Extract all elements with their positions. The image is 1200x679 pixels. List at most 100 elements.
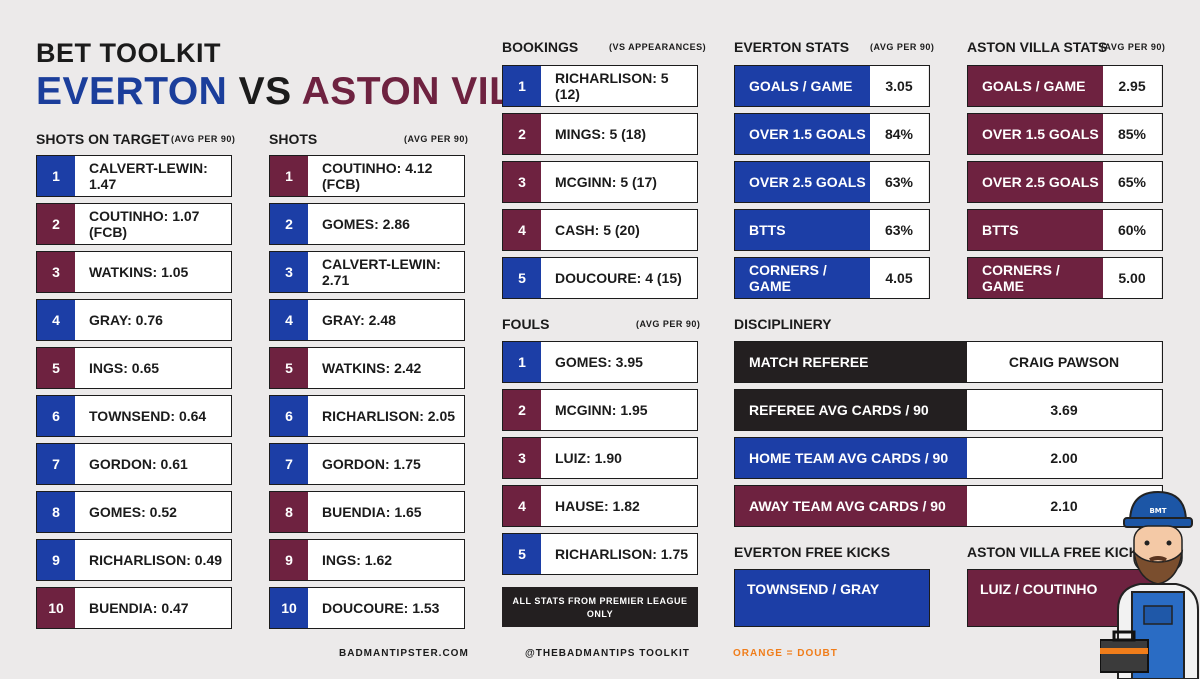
player-stat-label: GOMES: 0.52 (89, 504, 177, 520)
rank-number: 1 (37, 156, 75, 196)
everton_stats-row: OVER 2.5 GOALS 63% (734, 161, 930, 203)
player-stat-label: HAUSE: 1.82 (555, 498, 640, 514)
shots-on-target-title: SHOTS ON TARGET (36, 131, 170, 147)
fouls-title: FOULS (502, 316, 550, 332)
player-stat-label: BUENDIA: 1.65 (322, 504, 422, 520)
shots-on-target-list: 1 CALVERT-LEWIN: 1.47 2 COUTINHO: 1.07 (FCB… (36, 155, 232, 635)
stat-value: 60% (1103, 210, 1161, 250)
sot-row: 2 COUTINHO: 1.07 (FCB) (36, 203, 232, 245)
rank-number: 5 (37, 348, 75, 388)
player-stat-label: GORDON: 0.61 (89, 456, 188, 472)
rank-number: 3 (270, 252, 308, 292)
rank-number: 5 (503, 258, 541, 298)
everton_stats-row: CORNERS / GAME 4.05 (734, 257, 930, 299)
villa-stats-list: GOALS / GAME 2.95 OVER 1.5 GOALS 85% OVER 2.… (967, 65, 1163, 305)
rank-number: 8 (37, 492, 75, 532)
stat-value: 3.05 (870, 66, 928, 106)
shots-row: 10 DOUCOURE: 1.53 (269, 587, 465, 629)
shots-row: 5 WATKINS: 2.42 (269, 347, 465, 389)
player-stat-label: GRAY: 2.48 (322, 312, 396, 328)
match-title: EVERTON VS ASTON VILLA (36, 70, 566, 114)
villa_stats-row: OVER 2.5 GOALS 65% (967, 161, 1163, 203)
villa-stats-subtitle: (AVG PER 90) (1101, 42, 1166, 52)
player-stat-label: CASH: 5 (20) (555, 222, 640, 238)
fouls-row: 4 HAUSE: 1.82 (502, 485, 698, 527)
rank-number: 10 (37, 588, 75, 628)
sot-row: 1 CALVERT-LEWIN: 1.47 (36, 155, 232, 197)
player-stat-label: MINGS: 5 (18) (555, 126, 647, 142)
sot-row: 3 WATKINS: 1.05 (36, 251, 232, 293)
sot-row: 5 INGS: 0.65 (36, 347, 232, 389)
stat-value: 63% (870, 162, 928, 202)
shots-row: 9 INGS: 1.62 (269, 539, 465, 581)
bookings-row: 4 CASH: 5 (20) (502, 209, 698, 251)
player-stat-label: COUTINHO: 1.07 (FCB) (89, 208, 200, 240)
player-stat-label: GRAY: 0.76 (89, 312, 163, 328)
fouls-row: 1 GOMES: 3.95 (502, 341, 698, 383)
everton-free-kicks-value: TOWNSEND / GRAY (747, 581, 880, 597)
rank-number: 8 (270, 492, 308, 532)
sot-row: 7 GORDON: 0.61 (36, 443, 232, 485)
player-stat-label: MCGINN: 1.95 (555, 402, 648, 418)
stat-label: AWAY TEAM AVG CARDS / 90 (735, 486, 967, 526)
stat-label: OVER 1.5 GOALS (968, 114, 1103, 154)
villa_stats-row: BTTS 60% (967, 209, 1163, 251)
stat-label: BTTS (968, 210, 1103, 250)
player-stat-label: DOUCOURE: 1.53 (322, 600, 440, 616)
fouls-row: 3 LUIZ: 1.90 (502, 437, 698, 479)
sot-row: 9 RICHARLISON: 0.49 (36, 539, 232, 581)
fouls-row: 5 RICHARLISON: 1.75 (502, 533, 698, 575)
note-line-1: ALL STATS FROM PREMIER LEAGUE (512, 596, 688, 606)
toolkit-title: BET TOOLKIT (36, 38, 221, 68)
player-stat-label: RICHARLISON: 1.75 (555, 546, 689, 562)
rank-number: 1 (503, 66, 541, 106)
rank-number: 5 (270, 348, 308, 388)
stat-value: CRAIG PAWSON (967, 342, 1161, 382)
villa_stats-row: OVER 1.5 GOALS 85% (967, 113, 1163, 155)
footer-doubt-legend: ORANGE = DOUBT (733, 648, 838, 659)
mascot-hat-text: BMT (1149, 507, 1166, 515)
player-stat-label: RICHARLISON: 0.49 (89, 552, 223, 568)
stat-value: 4.05 (870, 258, 928, 298)
shots-title: SHOTS (269, 131, 318, 147)
rank-number: 7 (270, 444, 308, 484)
stat-label: CORNERS / GAME (968, 258, 1103, 298)
sot-row: 10 BUENDIA: 0.47 (36, 587, 232, 629)
stat-value: 3.69 (967, 390, 1161, 430)
player-stat-label: LUIZ: 1.90 (555, 450, 622, 466)
shots-row: 8 BUENDIA: 1.65 (269, 491, 465, 533)
bookings-title: BOOKINGS (502, 39, 579, 55)
stat-label: MATCH REFEREE (735, 342, 967, 382)
rank-number: 1 (503, 342, 541, 382)
discipline-row: REFEREE AVG CARDS / 90 3.69 (734, 389, 1163, 431)
player-stat-label: BUENDIA: 0.47 (89, 600, 189, 616)
player-stat-label: INGS: 0.65 (89, 360, 160, 376)
stat-value: 2.00 (967, 438, 1161, 478)
shots-row: 3 CALVERT-LEWIN: 2.71 (269, 251, 465, 293)
shots-subtitle: (AVG PER 90) (404, 134, 469, 144)
stat-label: REFEREE AVG CARDS / 90 (735, 390, 967, 430)
stat-value: 84% (870, 114, 928, 154)
sot-row: 4 GRAY: 0.76 (36, 299, 232, 341)
villa-stats-title: ASTON VILLA STATS (967, 39, 1108, 55)
player-stat-label: CALVERT-LEWIN: 2.71 (322, 256, 441, 288)
everton-stats-subtitle: (AVG PER 90) (870, 42, 935, 52)
stat-label: BTTS (735, 210, 870, 250)
player-stat-label: WATKINS: 1.05 (89, 264, 189, 280)
stat-value: 5.00 (1103, 258, 1161, 298)
player-stat-label: INGS: 1.62 (322, 552, 393, 568)
player-stat-label: GOMES: 3.95 (555, 354, 643, 370)
sot-row: 8 GOMES: 0.52 (36, 491, 232, 533)
player-stat-label: TOWNSEND: 0.64 (89, 408, 207, 424)
stat-label: GOALS / GAME (968, 66, 1103, 106)
shots-row: 4 GRAY: 2.48 (269, 299, 465, 341)
stat-label: OVER 2.5 GOALS (735, 162, 870, 202)
player-stat-label: GOMES: 2.86 (322, 216, 410, 232)
footer-handle: @THEBADMANTIPS TOOLKIT (525, 648, 690, 659)
player-stat-label: WATKINS: 2.42 (322, 360, 422, 376)
everton_stats-row: BTTS 63% (734, 209, 930, 251)
rank-number: 2 (37, 204, 75, 244)
everton-free-kicks-box: TOWNSEND / GRAY (734, 569, 930, 627)
bookings-row: 2 MINGS: 5 (18) (502, 113, 698, 155)
stat-value: 65% (1103, 162, 1161, 202)
